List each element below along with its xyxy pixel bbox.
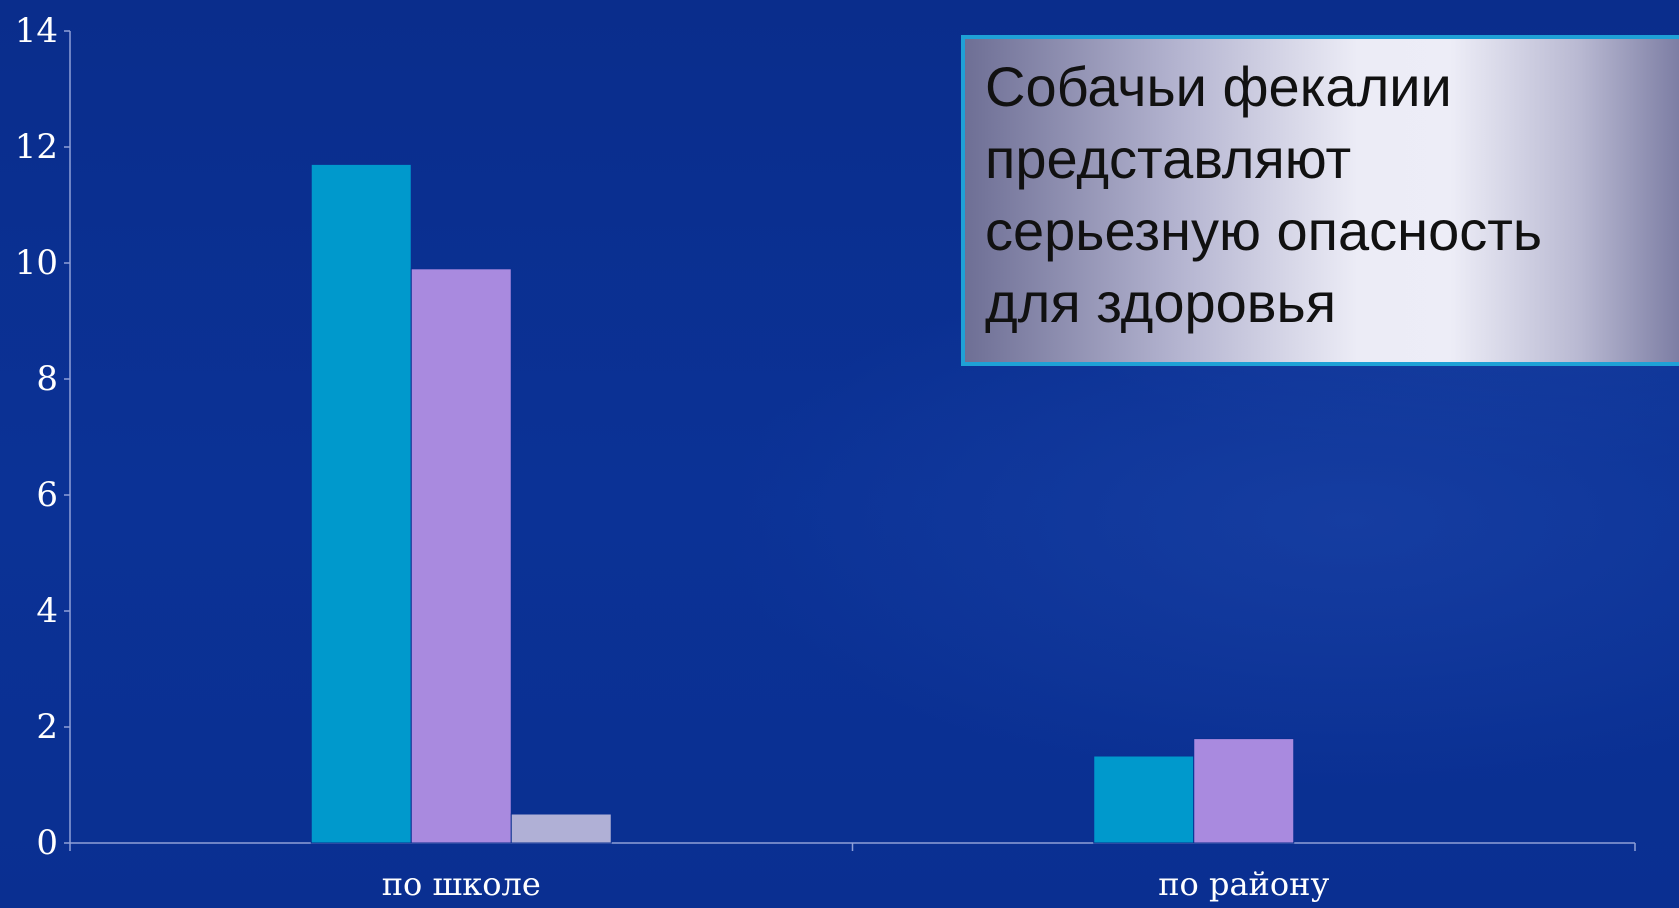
x-category-label: по району [1158, 865, 1329, 903]
y-tick-label: 8 [36, 359, 58, 399]
chart-labels: 0 2 4 6 8 10 12 14 по школе по району [15, 11, 1330, 903]
bar [1193, 738, 1295, 844]
chart-bars [310, 163, 1295, 844]
y-tick-label: 6 [36, 475, 58, 515]
bar [310, 163, 412, 844]
y-tick-label: 2 [36, 707, 58, 747]
bar [410, 268, 512, 844]
y-tick-label: 0 [36, 823, 58, 863]
y-tick-label: 10 [15, 243, 58, 283]
callout-box: Собачьи фекалии представляют серьезную о… [961, 35, 1679, 366]
bar [1093, 755, 1195, 844]
y-tick-label: 4 [36, 591, 58, 631]
y-tick-label: 12 [15, 127, 58, 167]
x-category-label: по школе [382, 865, 541, 903]
bar [510, 813, 612, 844]
y-tick-label: 14 [15, 11, 58, 51]
callout-text: Собачьи фекалии представляют серьезную о… [985, 55, 1543, 334]
